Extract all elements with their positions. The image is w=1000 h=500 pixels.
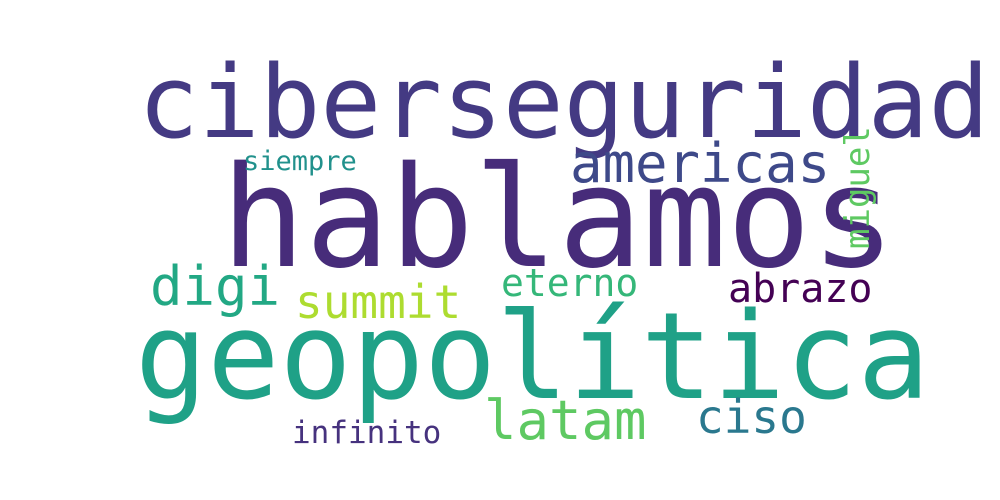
- word-digi: digi: [150, 255, 281, 318]
- word-infinito: infinito: [292, 415, 442, 451]
- word-hablamos: hablamos: [221, 137, 896, 300]
- word-geopolitica: geopolítica: [135, 288, 930, 427]
- word-abrazo: abrazo: [728, 266, 873, 312]
- word-summit: summit: [295, 275, 462, 329]
- word-ciberseguridad: ciberseguridad: [138, 43, 990, 161]
- word-miguel: miguel: [838, 126, 878, 249]
- word-ciso: ciso: [696, 390, 807, 444]
- word-latam: latam: [484, 389, 647, 452]
- word-eterno: eterno: [501, 261, 639, 305]
- word-siempre: siempre: [243, 146, 357, 177]
- word-americas: americas: [570, 132, 831, 195]
